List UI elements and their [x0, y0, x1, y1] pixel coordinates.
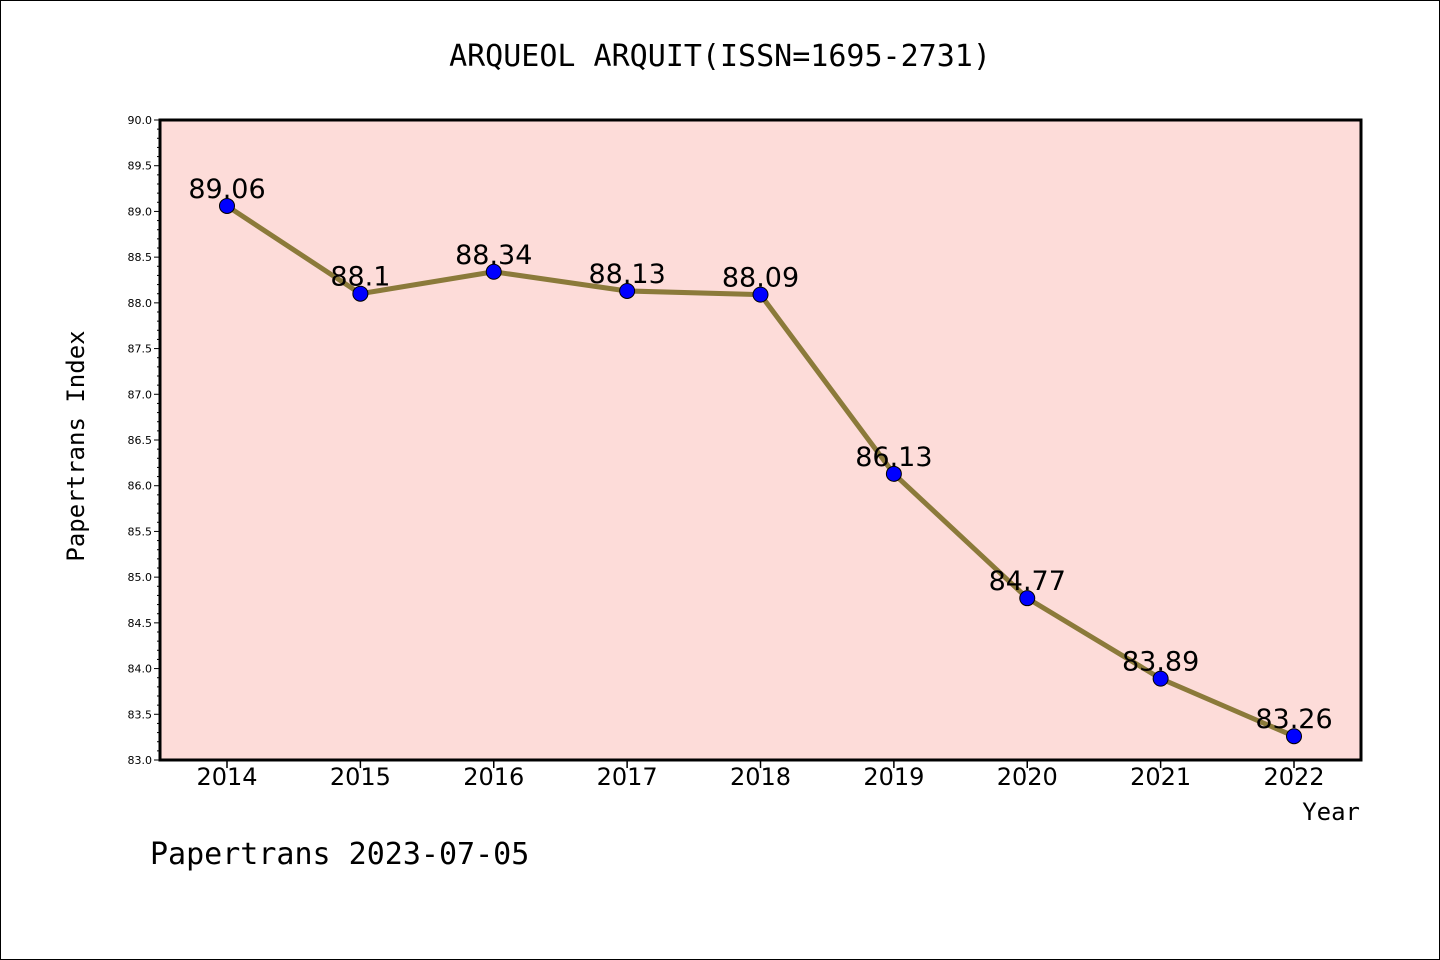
x-tick-label: 2022: [1263, 763, 1324, 791]
y-tick-label: 88.0: [128, 297, 153, 310]
y-tick-label: 89.0: [128, 205, 153, 218]
y-tick-label: 83.5: [128, 708, 153, 721]
data-label: 88.1: [330, 262, 390, 293]
data-point: [219, 197, 235, 214]
data-point: [485, 263, 502, 280]
x-tick-label: 2014: [196, 763, 257, 791]
y-tick-label: 84.5: [128, 617, 153, 630]
data-label: 86.13: [855, 442, 932, 473]
y-tick-label: 86.5: [128, 434, 153, 447]
x-tick-label: 2021: [1130, 763, 1191, 791]
footer-text: Papertrans 2023-07-05: [150, 837, 529, 872]
data-label: 83.89: [1122, 647, 1199, 678]
x-tick-label: 2018: [730, 763, 791, 791]
data-label: 89.06: [188, 174, 265, 205]
x-tick-label: 2016: [463, 763, 524, 791]
series-group: 89.06 88.1 88.34 88.13 88.09 86.13 84.77 83.89 8…: [188, 174, 1333, 745]
data-point: [752, 286, 769, 303]
data-label: 88.13: [588, 259, 665, 290]
y-tick-label: 84.0: [128, 663, 153, 676]
data-point: [352, 285, 369, 302]
y-tick-label: 86.0: [128, 480, 153, 493]
chart-title: ARQUEOL ARQUIT(ISSN=1695-2731): [449, 39, 991, 74]
data-point: [1019, 590, 1036, 607]
data-point: [1152, 670, 1169, 687]
data-label: 88.34: [455, 240, 532, 271]
data-label: 88.09: [722, 263, 799, 294]
x-tick-label: 2020: [997, 763, 1058, 791]
x-tick-label: 2015: [330, 763, 391, 791]
x-tick-label: 2019: [863, 763, 924, 791]
plot-area: [158, 118, 1363, 762]
x-tick-label: 2017: [597, 763, 658, 791]
x-axis: 2014 2015 2016 2017 2018 2019 2020 2021 2022: [196, 760, 1325, 791]
y-tick-label: 85.0: [128, 571, 153, 584]
data-point: [1286, 728, 1302, 745]
y-tick-label: 90.0: [128, 114, 153, 127]
y-tick-label: 87.5: [128, 343, 153, 356]
x-axis-label: Year: [1302, 798, 1360, 826]
y-tick-label: 88.5: [128, 251, 153, 264]
data-label: 84.77: [989, 566, 1066, 597]
y-axis: 83.0 83.5 84.0 84.5 85.0 85.5 86.0 86.5 87.0 87.5…: [128, 114, 160, 767]
data-point: [885, 465, 902, 482]
data-label: 83.26: [1255, 704, 1332, 735]
y-tick-label: 87.0: [128, 388, 153, 401]
y-tick-label: 85.5: [128, 525, 153, 538]
data-point: [619, 282, 636, 299]
y-axis-label: Papertrans Index: [62, 330, 90, 561]
y-tick-label: 83.0: [128, 754, 153, 767]
y-tick-label: 89.5: [128, 160, 153, 173]
